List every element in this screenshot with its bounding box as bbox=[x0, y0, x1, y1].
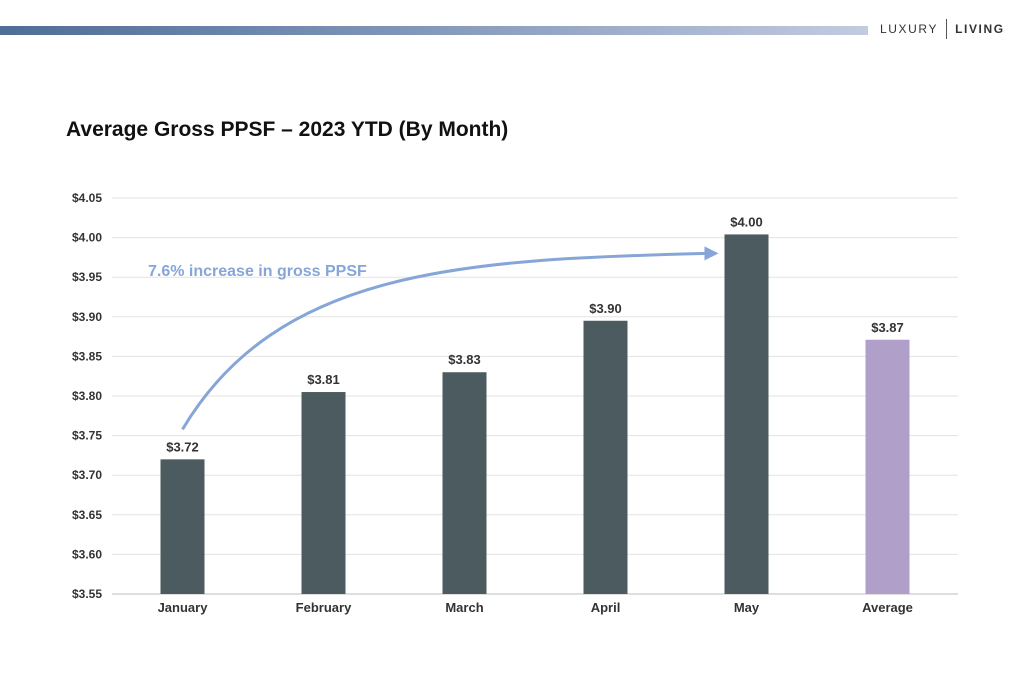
arrow-head bbox=[704, 246, 719, 261]
data-label: $3.83 bbox=[448, 352, 481, 367]
bar bbox=[301, 392, 346, 594]
bar bbox=[583, 320, 628, 594]
y-tick-label: $3.70 bbox=[72, 468, 102, 482]
y-tick-label: $3.95 bbox=[72, 270, 102, 284]
brand-divider bbox=[946, 19, 948, 39]
brand-word-luxury: LUXURY bbox=[880, 22, 939, 36]
y-tick-label: $3.90 bbox=[72, 310, 102, 324]
x-tick-label: January bbox=[158, 600, 209, 615]
y-tick-label: $3.85 bbox=[72, 349, 102, 363]
bar bbox=[442, 372, 487, 594]
annotation-text: 7.6% increase in gross PPSF bbox=[148, 263, 367, 280]
data-label: $3.87 bbox=[871, 320, 904, 335]
brand-word-living: LIVING bbox=[955, 22, 1005, 36]
arrow-curve bbox=[181, 251, 707, 431]
x-tick-label: February bbox=[296, 600, 352, 615]
data-label: $4.00 bbox=[730, 214, 763, 229]
x-tick-label: Average bbox=[862, 600, 913, 615]
data-label: $3.81 bbox=[307, 372, 340, 387]
data-label: $3.72 bbox=[166, 439, 199, 454]
chart-title: Average Gross PPSF – 2023 YTD (By Month) bbox=[66, 118, 509, 141]
bar bbox=[865, 339, 910, 594]
y-tick-label: $3.80 bbox=[72, 389, 102, 403]
brand-logo: LUXURY LIVING bbox=[880, 19, 1005, 39]
y-tick-label: $4.05 bbox=[72, 191, 102, 205]
bar bbox=[724, 234, 769, 594]
y-tick-label: $3.75 bbox=[72, 429, 102, 443]
y-tick-label: $3.60 bbox=[72, 547, 102, 561]
x-tick-label: March bbox=[445, 600, 483, 615]
y-tick-label: $3.65 bbox=[72, 508, 102, 522]
y-tick-label: $3.55 bbox=[72, 587, 102, 601]
data-label: $3.90 bbox=[589, 301, 622, 316]
y-tick-label: $4.00 bbox=[72, 231, 102, 245]
x-tick-label: May bbox=[734, 600, 760, 615]
header-accent-bar bbox=[0, 26, 868, 35]
x-tick-label: April bbox=[591, 600, 621, 615]
bar bbox=[160, 459, 205, 594]
